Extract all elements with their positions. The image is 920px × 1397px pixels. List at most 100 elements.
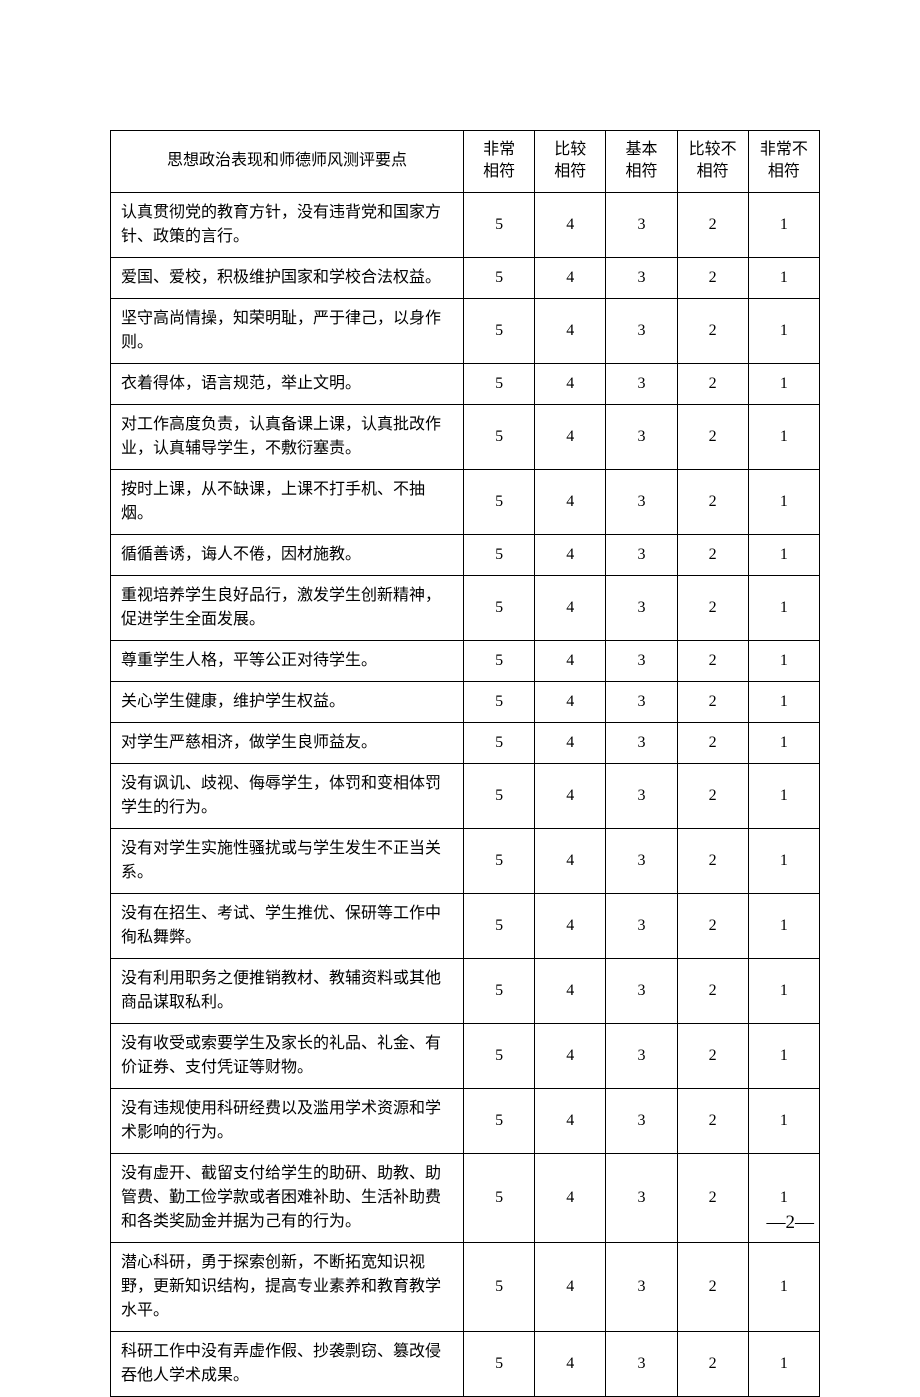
rating-cell: 1 [748, 363, 819, 404]
rating-cell: 3 [606, 958, 677, 1023]
rating-cell: 1 [748, 828, 819, 893]
table-header: 思想政治表现和师德师风测评要点 非常相符 比较相符 基本相符 比较不相符 非常不… [111, 131, 820, 193]
rating-cell: 5 [463, 192, 534, 257]
rating-cell: 5 [463, 1331, 534, 1396]
rating-cell: 4 [535, 469, 606, 534]
rating-cell: 1 [748, 469, 819, 534]
rating-cell: 3 [606, 893, 677, 958]
rating-cell: 2 [677, 1153, 748, 1242]
rating-cell: 3 [606, 763, 677, 828]
rating-cell: 5 [463, 722, 534, 763]
rating-cell: 4 [535, 404, 606, 469]
rating-cell: 1 [748, 575, 819, 640]
rating-cell: 4 [535, 192, 606, 257]
rating-cell: 4 [535, 828, 606, 893]
rating-cell: 3 [606, 192, 677, 257]
header-rating-1: 非常不相符 [748, 131, 819, 193]
rating-cell: 5 [463, 363, 534, 404]
criteria-cell: 没有利用职务之便推销教材、教辅资料或其他商品谋取私利。 [111, 958, 464, 1023]
rating-cell: 1 [748, 298, 819, 363]
table-row: 没有收受或索要学生及家长的礼品、礼金、有价证券、支付凭证等财物。54321 [111, 1023, 820, 1088]
rating-cell: 5 [463, 1023, 534, 1088]
rating-cell: 4 [535, 1331, 606, 1396]
rating-cell: 4 [535, 958, 606, 1023]
rating-cell: 1 [748, 958, 819, 1023]
rating-cell: 3 [606, 722, 677, 763]
rating-cell: 1 [748, 1331, 819, 1396]
rating-cell: 5 [463, 534, 534, 575]
table-row: 循循善诱，诲人不倦，因材施教。54321 [111, 534, 820, 575]
rating-cell: 4 [535, 575, 606, 640]
page-number: —2— [767, 1212, 815, 1234]
rating-cell: 2 [677, 404, 748, 469]
criteria-cell: 没有虚开、截留支付给学生的助研、助教、助管费、勤工俭学款或者困难补助、生活补助费… [111, 1153, 464, 1242]
rating-cell: 1 [748, 893, 819, 958]
table-row: 尊重学生人格，平等公正对待学生。54321 [111, 640, 820, 681]
rating-cell: 1 [748, 640, 819, 681]
criteria-cell: 没有违规使用科研经费以及滥用学术资源和学术影响的行为。 [111, 1088, 464, 1153]
header-row: 思想政治表现和师德师风测评要点 非常相符 比较相符 基本相符 比较不相符 非常不… [111, 131, 820, 193]
rating-cell: 2 [677, 575, 748, 640]
table-row: 没有讽讥、歧视、侮辱学生，体罚和变相体罚学生的行为。54321 [111, 763, 820, 828]
criteria-cell: 科研工作中没有弄虚作假、抄袭剽窃、篡改侵吞他人学术成果。 [111, 1331, 464, 1396]
table-row: 对工作高度负责，认真备课上课，认真批改作业，认真辅导学生，不敷衍塞责。54321 [111, 404, 820, 469]
table-row: 衣着得体，语言规范，举止文明。54321 [111, 363, 820, 404]
rating-cell: 4 [535, 1023, 606, 1088]
rating-cell: 2 [677, 1242, 748, 1331]
rating-cell: 1 [748, 404, 819, 469]
rating-cell: 5 [463, 958, 534, 1023]
criteria-cell: 坚守高尚情操，知荣明耻，严于律己，以身作则。 [111, 298, 464, 363]
rating-cell: 1 [748, 192, 819, 257]
rating-cell: 1 [748, 1242, 819, 1331]
header-rating-2: 比较不相符 [677, 131, 748, 193]
criteria-cell: 爱国、爱校，积极维护国家和学校合法权益。 [111, 257, 464, 298]
rating-cell: 4 [535, 1242, 606, 1331]
table-row: 对学生严慈相济，做学生良师益友。54321 [111, 722, 820, 763]
rating-cell: 2 [677, 828, 748, 893]
rating-cell: 2 [677, 958, 748, 1023]
rating-cell: 4 [535, 722, 606, 763]
header-rating-4: 比较相符 [535, 131, 606, 193]
criteria-cell: 按时上课，从不缺课，上课不打手机、不抽烟。 [111, 469, 464, 534]
rating-cell: 4 [535, 893, 606, 958]
table-row: 没有违规使用科研经费以及滥用学术资源和学术影响的行为。54321 [111, 1088, 820, 1153]
table-row: 按时上课，从不缺课，上课不打手机、不抽烟。54321 [111, 469, 820, 534]
rating-cell: 5 [463, 404, 534, 469]
rating-cell: 3 [606, 640, 677, 681]
rating-cell: 5 [463, 298, 534, 363]
criteria-cell: 潜心科研，勇于探索创新，不断拓宽知识视野，更新知识结构，提高专业素养和教育教学水… [111, 1242, 464, 1331]
header-rating-5: 非常相符 [463, 131, 534, 193]
rating-cell: 4 [535, 681, 606, 722]
table-row: 坚守高尚情操，知荣明耻，严于律己，以身作则。54321 [111, 298, 820, 363]
rating-cell: 4 [535, 298, 606, 363]
rating-cell: 4 [535, 363, 606, 404]
rating-cell: 5 [463, 1242, 534, 1331]
table-row: 关心学生健康，维护学生权益。54321 [111, 681, 820, 722]
rating-cell: 3 [606, 257, 677, 298]
rating-cell: 5 [463, 893, 534, 958]
table-row: 没有虚开、截留支付给学生的助研、助教、助管费、勤工俭学款或者困难补助、生活补助费… [111, 1153, 820, 1242]
rating-cell: 2 [677, 722, 748, 763]
rating-cell: 2 [677, 1088, 748, 1153]
rating-cell: 2 [677, 1331, 748, 1396]
table-row: 重视培养学生良好品行，激发学生创新精神，促进学生全面发展。54321 [111, 575, 820, 640]
rating-cell: 1 [748, 681, 819, 722]
rating-cell: 2 [677, 298, 748, 363]
criteria-cell: 衣着得体，语言规范，举止文明。 [111, 363, 464, 404]
rating-cell: 1 [748, 722, 819, 763]
rating-cell: 3 [606, 534, 677, 575]
criteria-cell: 重视培养学生良好品行，激发学生创新精神，促进学生全面发展。 [111, 575, 464, 640]
rating-cell: 2 [677, 534, 748, 575]
table-row: 没有对学生实施性骚扰或与学生发生不正当关系。54321 [111, 828, 820, 893]
rating-cell: 5 [463, 1088, 534, 1153]
rating-cell: 3 [606, 363, 677, 404]
evaluation-table: 思想政治表现和师德师风测评要点 非常相符 比较相符 基本相符 比较不相符 非常不… [110, 130, 820, 1397]
table-row: 科研工作中没有弄虚作假、抄袭剽窃、篡改侵吞他人学术成果。54321 [111, 1331, 820, 1396]
rating-cell: 2 [677, 192, 748, 257]
rating-cell: 4 [535, 640, 606, 681]
header-criteria: 思想政治表现和师德师风测评要点 [111, 131, 464, 193]
rating-cell: 5 [463, 257, 534, 298]
criteria-cell: 对学生严慈相济，做学生良师益友。 [111, 722, 464, 763]
rating-cell: 3 [606, 575, 677, 640]
rating-cell: 3 [606, 1153, 677, 1242]
